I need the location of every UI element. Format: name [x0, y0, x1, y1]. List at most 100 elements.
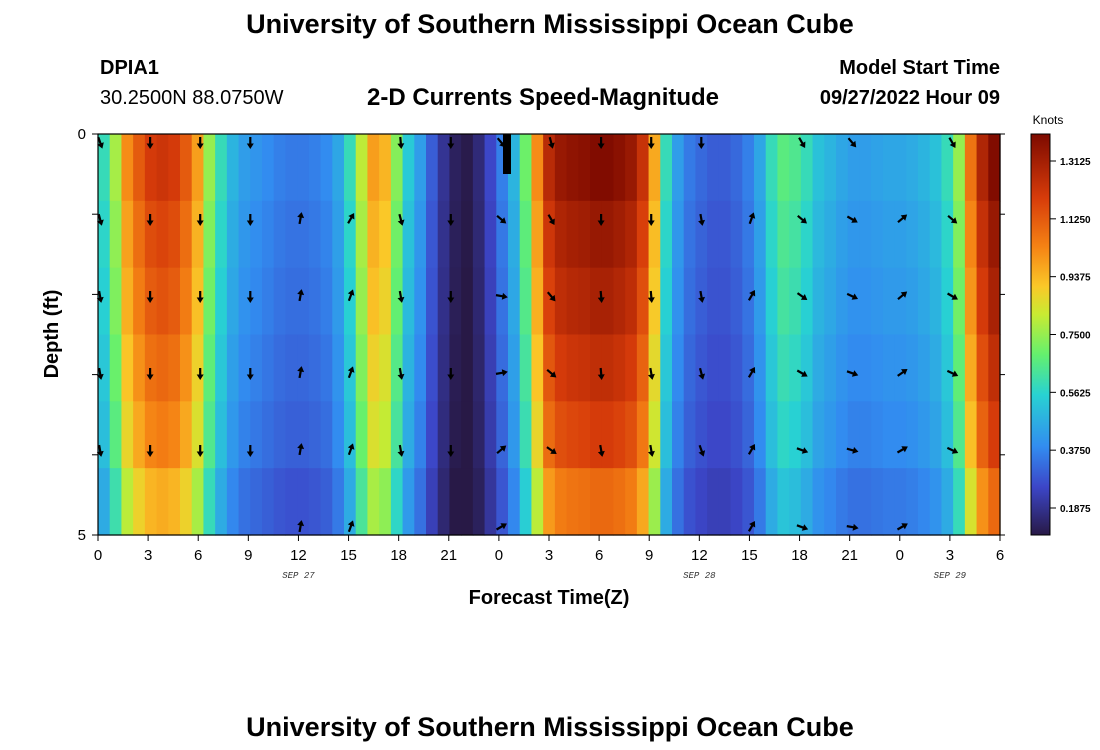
heatmap-cell — [215, 267, 228, 336]
x-tick-label: 0 — [896, 547, 904, 564]
heatmap-cell — [988, 200, 1001, 269]
current-arrow — [196, 445, 204, 457]
heatmap-cell — [976, 200, 989, 269]
current-arrow — [897, 214, 908, 224]
current-arrow — [447, 368, 455, 380]
heatmap-cell — [461, 267, 474, 336]
current-arrow — [146, 291, 154, 303]
x-tick-label: 15 — [741, 547, 758, 564]
heatmap-cell — [168, 401, 181, 469]
current-arrow — [347, 443, 355, 456]
heatmap-cell — [414, 334, 427, 402]
current-arrow — [796, 292, 808, 301]
heatmap-cell — [953, 134, 966, 202]
current-arrow — [146, 445, 154, 457]
heatmap-cell — [695, 468, 708, 536]
heatmap-cell — [355, 468, 369, 536]
heatmap-cell — [344, 468, 357, 536]
heatmap-cell — [332, 334, 345, 402]
heatmap-cell — [226, 267, 240, 336]
heatmap-cell — [754, 134, 767, 202]
heatmap-cell — [543, 468, 556, 536]
heatmap-cell — [812, 267, 825, 336]
heatmap-cell — [519, 468, 533, 536]
heatmap-cell — [695, 200, 708, 269]
heatmap-cell — [320, 334, 333, 402]
heatmap-cell — [531, 267, 544, 336]
heatmap-cell — [836, 468, 849, 536]
heatmap-cell — [906, 267, 919, 336]
heatmap-cell — [226, 134, 240, 202]
heatmap-cell — [180, 134, 193, 202]
current-arrow — [796, 447, 809, 454]
heatmap-cell — [133, 267, 146, 336]
current-arrow — [846, 292, 859, 300]
heatmap-cell — [168, 200, 181, 269]
current-arrow — [897, 291, 908, 301]
heatmap-cell — [262, 267, 275, 336]
heatmap-cell — [578, 468, 591, 536]
heatmap-cell — [531, 334, 544, 402]
current-arrow — [946, 446, 959, 454]
heatmap-cell — [273, 334, 287, 402]
current-arrow — [846, 215, 858, 223]
heatmap-cell — [215, 401, 228, 469]
heatmap-cell — [508, 468, 521, 536]
heatmap-cell — [742, 134, 755, 202]
heatmap-cell — [285, 200, 298, 269]
heatmap-cell — [566, 468, 579, 536]
current-arrow — [948, 137, 956, 149]
heatmap-cell — [144, 134, 158, 202]
heatmap-cell — [133, 401, 146, 469]
heatmap-cell — [215, 334, 228, 402]
heatmap-cell — [964, 401, 978, 469]
heatmap-cell — [695, 401, 708, 469]
heatmap-cell — [660, 134, 673, 202]
heatmap-cell — [765, 334, 779, 402]
heatmap-cell — [390, 267, 404, 336]
heatmap-cell — [578, 401, 591, 469]
heatmap-cell — [543, 334, 556, 402]
heatmap-cell — [601, 401, 615, 469]
heatmap-cell — [754, 334, 767, 402]
heatmap-cell — [508, 267, 521, 336]
heatmap-cell — [754, 401, 767, 469]
current-arrow — [947, 214, 958, 224]
heatmap-cell — [707, 334, 720, 402]
page-title: University of Southern Mississippi Ocean… — [246, 9, 854, 39]
heatmap-cell — [461, 468, 474, 536]
x-tick-label: 18 — [791, 547, 808, 564]
heatmap-cell — [648, 468, 661, 536]
heatmap-cell — [718, 267, 732, 336]
heatmap-cell — [262, 468, 275, 536]
heatmap-cell — [953, 267, 966, 336]
heatmap-cell — [168, 267, 181, 336]
x-axis: 0 3 6 9 12 15 18 21 0 3 6 9 12 15 18 21 0 3 6 SEP 27 SEP 28 S… — [94, 535, 1004, 581]
heatmap-cell — [742, 200, 755, 269]
current-arrow — [647, 290, 655, 303]
x-tick-label: 6 — [595, 547, 603, 564]
heatmap-cell — [812, 334, 825, 402]
heatmap-cell — [929, 334, 943, 402]
heatmap-cell — [590, 134, 603, 202]
heatmap-cell — [918, 334, 931, 402]
heatmap-cell — [695, 134, 708, 202]
y-axis-label: Depth (ft) — [41, 290, 63, 379]
heatmap-cell — [906, 468, 919, 536]
heatmap-cell — [672, 134, 685, 202]
heatmap-cell — [953, 200, 966, 269]
heatmap-cell — [765, 200, 779, 269]
heatmap-cell — [601, 200, 615, 269]
heatmap-cell — [929, 468, 943, 536]
heatmap-cell — [332, 401, 345, 469]
heatmap-cell — [777, 134, 790, 202]
heatmap-cell — [379, 134, 392, 202]
heatmap-cell — [660, 401, 673, 469]
heatmap-cell — [918, 267, 931, 336]
heatmap-cell — [672, 267, 685, 336]
heatmap-cell — [812, 200, 825, 269]
heatmap-cell — [414, 267, 427, 336]
heatmap-cell — [508, 134, 521, 202]
heatmap-cell — [554, 267, 568, 336]
heatmap-cell — [742, 468, 755, 536]
